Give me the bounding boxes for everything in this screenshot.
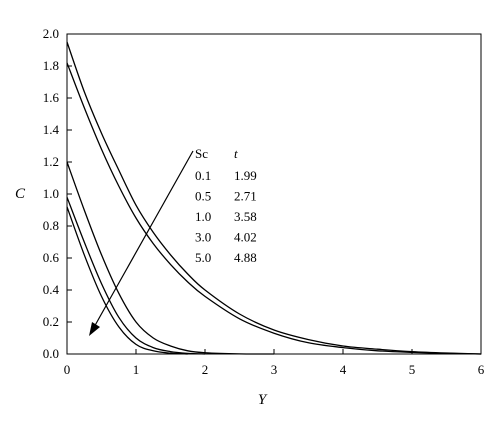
legend-t-value: 4.88 — [234, 250, 257, 265]
y-axis: 0.0 0.2 0.4 0.6 0.8 1.0 1.2 1.4 1.6 1.8 2.0 — [43, 26, 72, 361]
y-tick-label: 1.8 — [43, 58, 59, 73]
legend-sc-value: 3.0 — [195, 230, 211, 245]
x-tick-label: 0 — [64, 362, 71, 377]
legend-t-value: 1.99 — [234, 168, 257, 183]
y-tick-label: 0.2 — [43, 314, 59, 329]
y-tick-label: 0.6 — [43, 250, 60, 265]
y-tick-label: 0.0 — [43, 346, 59, 361]
legend-sc-value: 1.0 — [195, 209, 211, 224]
legend-t-value: 2.71 — [234, 189, 257, 204]
legend: Sc t 0.1 1.99 0.5 2.71 1.0 3.58 3.0 4.02 5.0 4.88 — [195, 146, 257, 265]
curves — [67, 42, 481, 354]
legend-sc-value: 5.0 — [195, 250, 211, 265]
plot-frame — [67, 34, 481, 354]
x-tick-label: 2 — [202, 362, 209, 377]
x-tick-label: 4 — [340, 362, 347, 377]
concentration-curve-2 — [67, 63, 481, 354]
y-tick-label: 1.6 — [43, 90, 60, 105]
x-axis-title: Y — [258, 392, 268, 408]
y-tick-label: 0.8 — [43, 218, 59, 233]
y-tick-label: 1.2 — [43, 154, 59, 169]
x-tick-label: 5 — [409, 362, 416, 377]
y-tick-label: 0.4 — [43, 282, 60, 297]
legend-t-value: 3.58 — [234, 209, 257, 224]
x-tick-label: 6 — [478, 362, 485, 377]
legend-header-t: t — [234, 146, 238, 161]
legend-header-sc: Sc — [195, 146, 208, 161]
legend-sc-value: 0.5 — [195, 189, 211, 204]
concentration-curve-5 — [67, 207, 188, 354]
concentration-curve-1 — [67, 42, 481, 354]
legend-t-value: 4.02 — [234, 230, 257, 245]
x-tick-label: 1 — [133, 362, 140, 377]
y-tick-label: 1.4 — [43, 122, 60, 137]
legend-arrow-line — [93, 151, 193, 329]
y-axis-title: C — [15, 186, 26, 202]
legend-arrow-head — [89, 322, 100, 336]
y-tick-label: 1.0 — [43, 186, 59, 201]
legend-sc-value: 0.1 — [195, 168, 211, 183]
y-tick-label: 2.0 — [43, 26, 59, 41]
x-tick-label: 3 — [271, 362, 278, 377]
